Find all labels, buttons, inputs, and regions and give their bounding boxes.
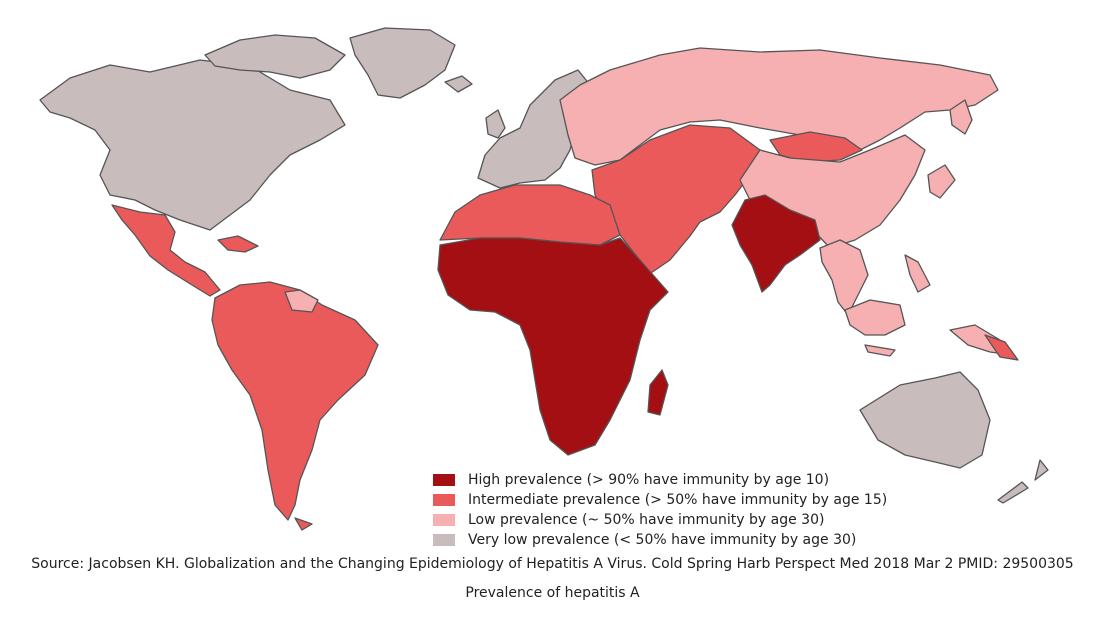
region-arctic-islands	[204, 34, 346, 79]
legend: High prevalence (> 90% have immunity by …	[433, 470, 887, 550]
region-indonesia	[844, 299, 906, 336]
region-java	[864, 344, 896, 357]
region-philippines	[904, 254, 931, 293]
region-south-america	[211, 281, 379, 521]
region-mexico-central-america	[111, 204, 221, 297]
region-tierra-del-fuego	[294, 517, 313, 531]
region-australia	[859, 371, 991, 469]
region-new-zealand-south	[997, 481, 1029, 504]
region-russia-eastern-europe	[559, 47, 999, 166]
swatch-high	[433, 474, 455, 486]
world-prevalence-map	[39, 27, 1049, 531]
region-japan	[927, 164, 956, 199]
swatch-low	[433, 514, 455, 526]
region-north-africa	[439, 184, 621, 246]
region-southeast-asia	[819, 239, 869, 316]
region-new-zealand	[1034, 459, 1049, 481]
source-citation: Source: Jacobsen KH. Globalization and t…	[31, 556, 1074, 572]
region-kamchatka	[949, 99, 973, 135]
region-east-new-guinea	[984, 334, 1019, 361]
legend-item-high: High prevalence (> 90% have immunity by …	[433, 470, 887, 490]
region-south-asia	[731, 194, 821, 293]
swatch-very-low	[433, 534, 455, 546]
legend-item-intermediate: Intermediate prevalence (> 50% have immu…	[433, 490, 887, 510]
region-north-america	[39, 59, 346, 231]
legend-label: Low prevalence (~ 50% have immunity by a…	[468, 512, 825, 528]
region-caribbean	[217, 235, 259, 253]
figure-caption: Prevalence of hepatitis A	[465, 585, 640, 601]
region-greenland	[349, 27, 456, 99]
region-sub-saharan-africa	[437, 237, 669, 456]
region-madagascar	[647, 369, 669, 416]
legend-label: Intermediate prevalence (> 50% have immu…	[468, 492, 888, 508]
region-british-isles	[485, 109, 506, 139]
legend-label: High prevalence (> 90% have immunity by …	[468, 472, 830, 488]
legend-item-low: Low prevalence (~ 50% have immunity by a…	[433, 510, 887, 530]
legend-item-very-low: Very low prevalence (< 50% have immunity…	[433, 530, 887, 550]
region-iceland	[444, 75, 473, 93]
region-guianas	[284, 289, 319, 313]
swatch-intermediate	[433, 494, 455, 506]
legend-label: Very low prevalence (< 50% have immunity…	[468, 532, 857, 548]
